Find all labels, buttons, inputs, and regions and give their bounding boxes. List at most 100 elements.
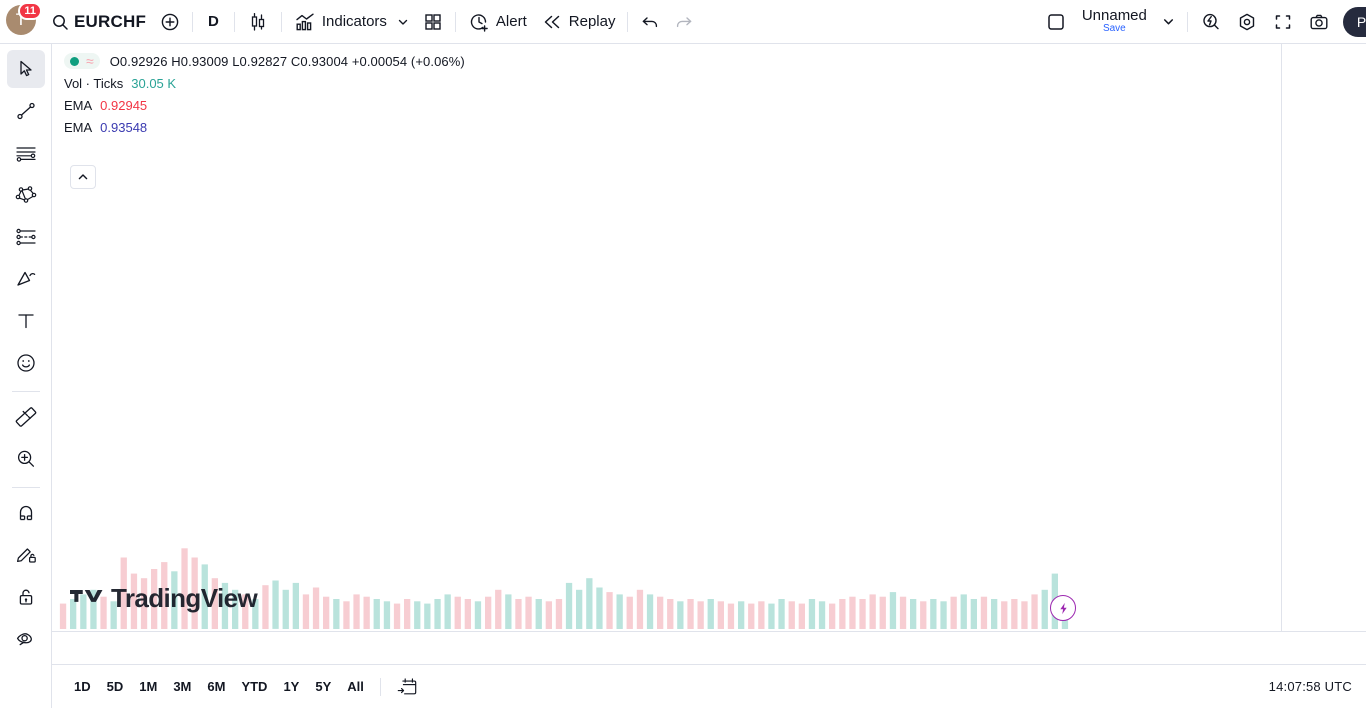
volume-bar [667,599,674,629]
volume-bar [333,599,340,629]
range-button-all[interactable]: All [347,679,364,694]
volume-bar [859,599,866,629]
range-button-5d[interactable]: 5D [106,679,124,694]
volume-bar [899,596,907,629]
range-button-1d[interactable]: 1D [74,679,91,694]
legend-ema2-row[interactable]: EMA 0.93548 [64,116,465,138]
chart-style-button[interactable] [240,7,276,37]
text-icon [14,309,38,333]
volume-bar [454,596,461,629]
candlestick-chart[interactable] [52,44,1281,631]
volume-bar [869,594,876,629]
undo-button[interactable] [633,7,667,37]
range-button-3m[interactable]: 3M [173,679,192,694]
hide-drawings-tool[interactable] [7,620,45,658]
goto-date-button[interactable] [389,672,425,701]
alert-label: Alert [495,13,527,30]
volume-bar [485,596,492,629]
fib-retracement-tool[interactable] [7,218,45,256]
zoom-tool[interactable] [7,440,45,478]
cursor-tool[interactable] [6,50,45,88]
hexagon-target-icon [1236,11,1258,33]
layout-square-button[interactable] [1038,7,1074,37]
legend-ohlc-row[interactable]: ≈ O0.92926 H0.93009 L0.92827 C0.93004 +0… [64,50,465,72]
horizontal-line-tool[interactable] [7,134,45,172]
volume-bar [849,596,856,629]
volume-bar [818,601,826,629]
volume-bar [282,589,289,629]
interval-button[interactable]: D [208,13,219,30]
emoji-tool[interactable] [7,344,45,382]
layout-save-link[interactable]: Save [1102,23,1126,35]
magnet-tool[interactable] [7,494,45,532]
fullscreen-button[interactable] [1265,7,1301,37]
toolbar-divider [192,11,194,32]
replay-rewind-icon [541,11,563,33]
stay-in-drawing-mode-tool[interactable] [7,536,45,574]
volume-bar [940,601,947,629]
layouts-grid-button[interactable] [416,7,450,37]
brush-tool[interactable] [7,260,45,298]
volume-bar [505,594,512,629]
volume-bar [778,599,785,629]
add-symbol-button[interactable] [153,7,187,37]
legend-ema1-label: EMA [64,97,93,113]
volume-bar [727,603,735,629]
volume-bar [1041,589,1048,629]
range-button-1m[interactable]: 1M [139,679,158,694]
volume-bar [201,564,208,629]
symbol-search[interactable]: EURCHF [44,7,153,37]
volume-bar [414,601,421,629]
hexagon-target-button[interactable] [1229,7,1265,37]
trend-line-tool[interactable] [7,92,45,130]
measure-tool[interactable] [7,398,45,436]
snapshot-button[interactable] [1301,7,1337,37]
quick-search-button[interactable] [1193,7,1229,37]
price-pane[interactable] [52,44,1281,631]
pencil-lock-icon [14,543,38,567]
volume-bar [323,596,330,629]
range-button-ytd[interactable]: YTD [241,679,268,694]
layout-title: Unnamed [1081,7,1147,25]
legend-ema1-value: 0.92945 [100,97,148,113]
legend-ema1-row[interactable]: EMA 0.92945 [64,94,465,116]
toolbar-divider [11,487,40,488]
replay-button[interactable]: Replay [534,7,623,37]
volume-bar [545,601,552,629]
alert-button[interactable]: Alert [461,7,534,37]
range-button-6m[interactable]: 6M [207,679,226,694]
range-button-1y[interactable]: 1Y [283,679,300,694]
fib-levels-icon [14,225,38,249]
redo-button[interactable] [667,7,701,37]
lock-drawings-tool[interactable] [7,578,45,616]
clock-label[interactable]: 14:07:58 UTC [1268,679,1352,694]
volume-bar [90,589,97,629]
volume-bar [393,603,401,629]
layout-menu-caret[interactable] [1155,7,1182,37]
layout-square-icon [1045,11,1067,33]
legend-volume-row[interactable]: Vol · Ticks 30.05 K [64,72,465,94]
volume-bar [950,596,957,629]
smiley-icon [14,351,38,375]
indicators-button[interactable]: Indicators [287,7,416,37]
text-tool[interactable] [7,302,45,340]
chevron-down-icon[interactable] [397,16,409,28]
user-avatar[interactable]: T 11 [6,1,42,39]
time-axis[interactable] [52,631,1366,658]
ruler-icon [14,405,38,429]
range-button-5y[interactable]: 5Y [315,679,332,694]
search-icon [51,13,69,31]
range-buttons: 1D 5D 1M 3M 6M YTD 1Y 5Y All [66,674,372,699]
lightning-bolt-badge[interactable] [1050,595,1076,621]
layout-name-button[interactable]: Unnamed Save [1074,8,1155,34]
publish-button[interactable]: Pu [1342,6,1366,37]
toolbar-divider [280,11,282,32]
volume-bar [272,580,279,629]
volume-bar [839,599,846,629]
pitchfork-tool[interactable] [7,176,45,214]
notification-badge[interactable]: 11 [18,1,42,20]
volume-bar [191,557,198,629]
price-axis[interactable] [1281,44,1366,631]
collapse-pane-button[interactable] [70,165,96,189]
drawing-toolbar [0,44,52,708]
